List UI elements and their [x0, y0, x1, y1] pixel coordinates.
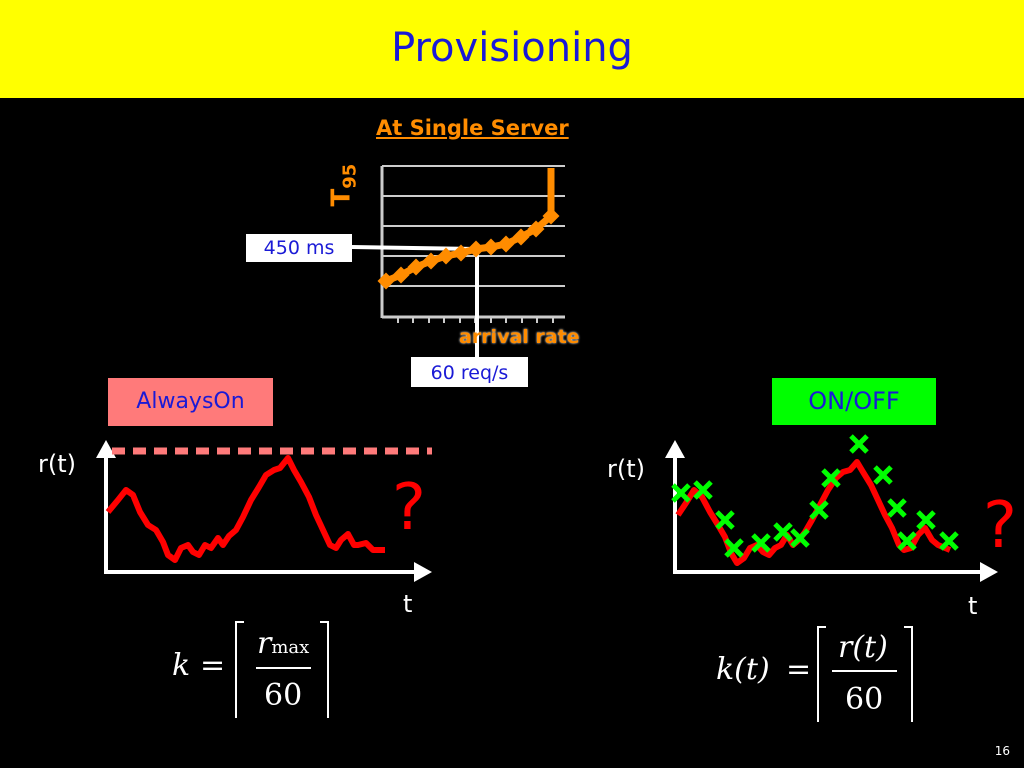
top-chart-y-label: T95 [326, 163, 361, 207]
left-formula-subscript: max [271, 637, 310, 658]
left-x-axis-label: t [403, 590, 413, 618]
right-x-arrow [980, 562, 998, 582]
left-formula-denominator: 60 [264, 678, 303, 713]
on-off-label: ON/OFF [772, 378, 936, 425]
on-off-markers [671, 434, 959, 558]
left-formula-brackets [235, 621, 329, 718]
rate-label-box: 60 req/s [411, 357, 528, 387]
y-label-subscript: 95 [339, 163, 361, 189]
right-formula-denominator: 60 [845, 682, 884, 717]
left-formula-lhs: k [172, 648, 191, 683]
left-question-mark: ? [392, 471, 426, 545]
right-y-arrow [665, 440, 685, 458]
left-request-curve [105, 455, 385, 563]
latency-connector [351, 245, 478, 251]
page-number: 16 [994, 744, 1010, 758]
top-chart-x-label: arrival rate [459, 326, 580, 348]
right-formula-lhs: k(t) [716, 652, 770, 687]
latency-curve-markers [377, 207, 560, 290]
left-formula-numerator: rmax [257, 626, 310, 661]
left-x-arrow [414, 562, 432, 582]
slide-title: Provisioning [391, 25, 633, 71]
chart-title: At Single Server [376, 116, 569, 140]
right-formula-equals: = [786, 652, 812, 687]
right-y-axis-label: r(t) [607, 455, 646, 483]
right-formula-brackets [817, 626, 913, 722]
right-question-mark: ? [983, 489, 1017, 563]
right-x-axis-label: t [968, 592, 978, 620]
left-formula-equals: = [200, 648, 226, 683]
alwayson-label: AlwaysOn [108, 378, 273, 426]
title-bar [0, 0, 1024, 98]
left-y-arrow [96, 440, 116, 458]
right-formula-numerator: r(t) [838, 630, 888, 665]
left-y-axis-label: r(t) [38, 450, 77, 478]
latency-label-box: 450 ms [246, 234, 352, 262]
